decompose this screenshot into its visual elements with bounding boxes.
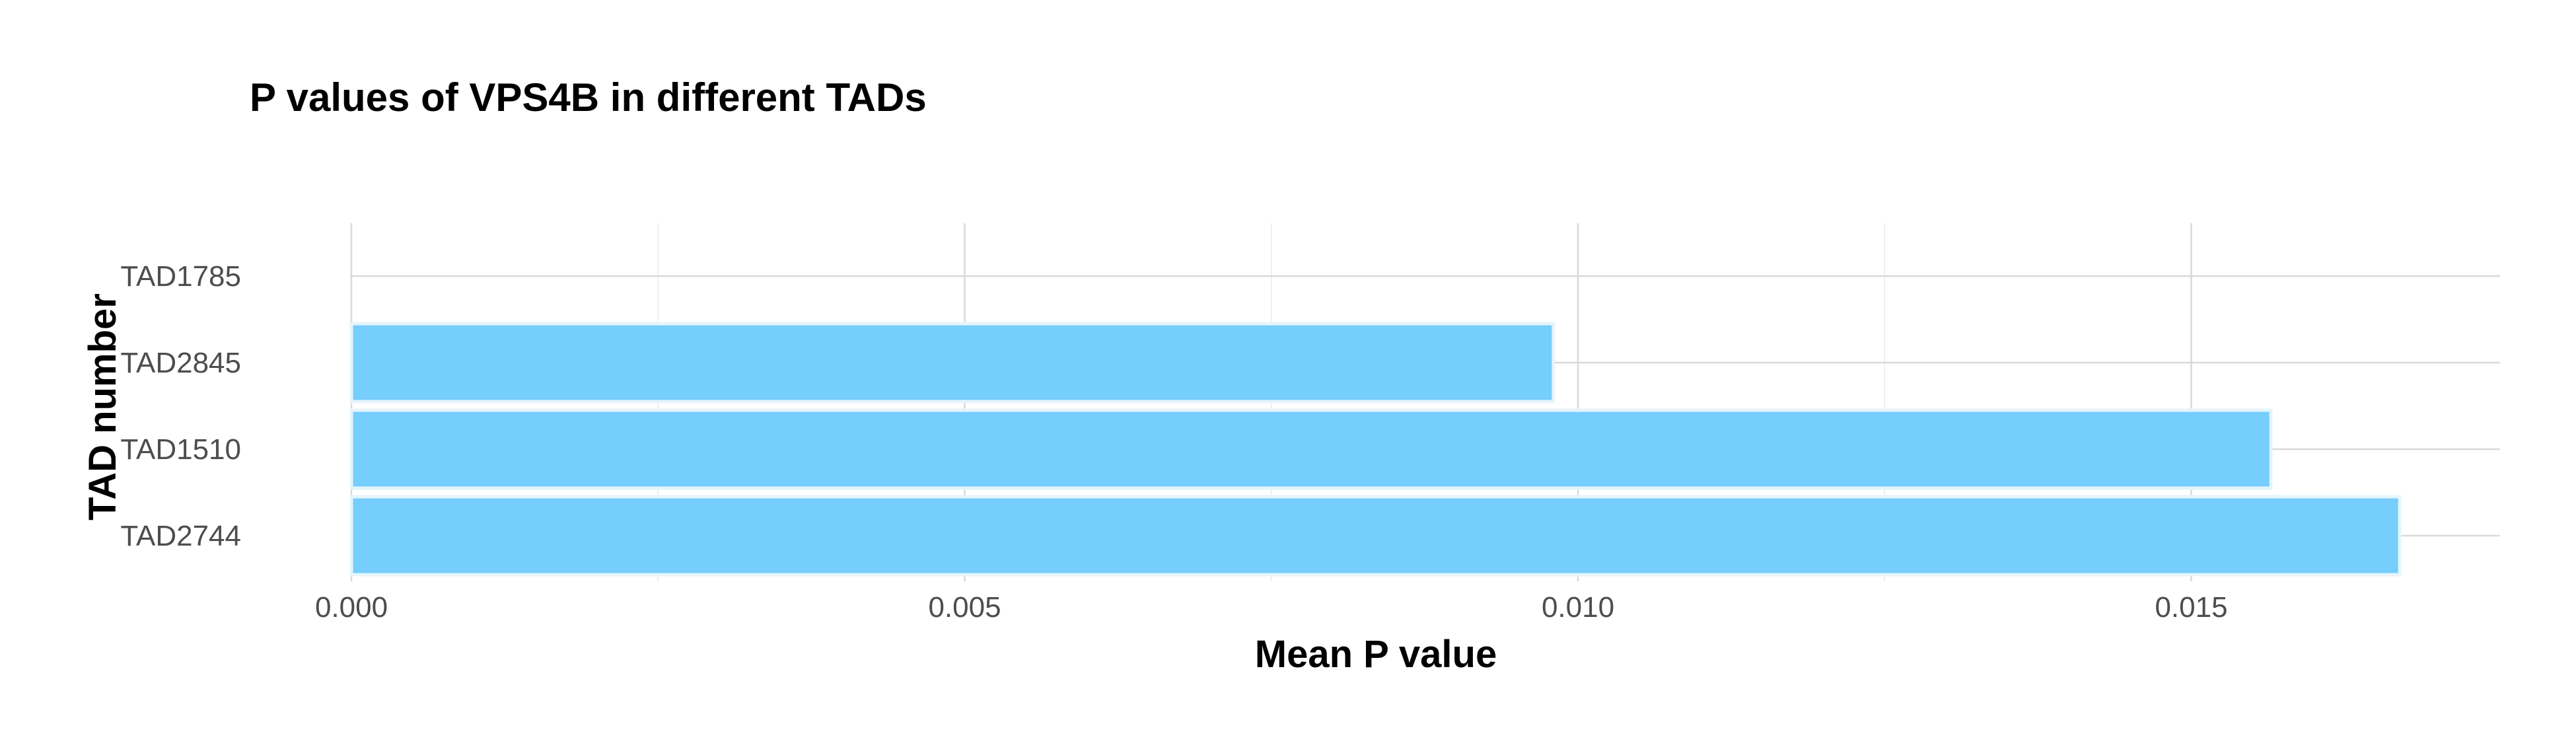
x-axis-title: Mean P value [1255,633,1497,676]
y-axis-title: TAD number [81,293,124,521]
bar-tad1510 [349,408,2273,490]
bar-layer [349,322,2402,577]
label-layer: 0.000 0.005 0.010 0.015 TAD2744 TAD1510 TAD284… [120,260,2227,624]
x-tick-label: 0.010 [1542,591,1614,624]
bar-tad2744 [349,495,2402,577]
y-tick-label: TAD1785 [120,260,241,293]
bar-tad2845 [349,322,1556,404]
y-tick-label: TAD1510 [120,433,241,466]
x-tick-label: 0.015 [2155,591,2227,624]
y-tick-label: TAD2845 [120,347,241,379]
x-tick-label: 0.005 [928,591,1001,624]
chart-title: P values of VPS4B in different TADs [250,75,927,120]
x-tick-label: 0.000 [315,591,388,624]
y-tick-label: TAD2744 [120,520,241,552]
